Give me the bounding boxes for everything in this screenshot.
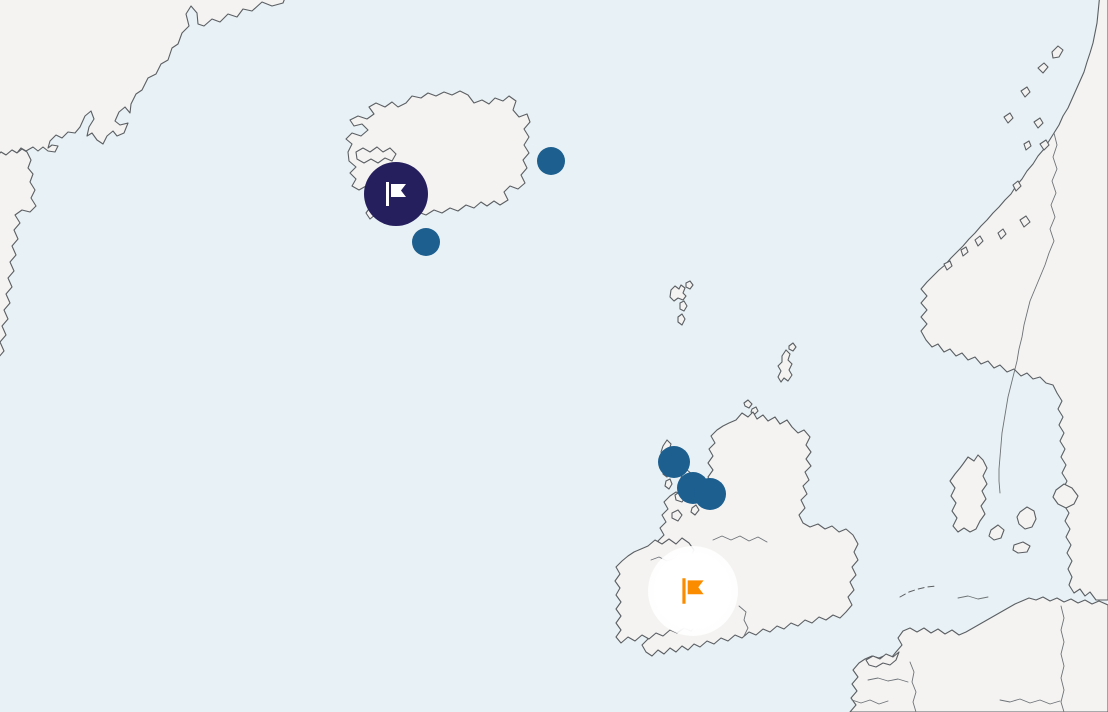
location-dot-scotland-central[interactable] [694,478,726,510]
border-belgium-france [851,699,889,705]
border-norway-sweden [998,132,1058,494]
border-germany-czech [999,698,1061,705]
wadden-dashed-line [899,585,937,598]
location-dot-iceland-east[interactable] [537,147,565,175]
landmass-norway-island-h [1019,215,1031,228]
location-dot-scotland-north[interactable] [658,446,690,478]
iceland-flag-marker[interactable] [364,162,428,226]
border-belgium-netherlands [867,677,909,683]
landmass-norway-island-k [960,246,969,257]
border-germany-poland [1060,605,1065,712]
landmass-outer-hebrides-south [664,478,673,490]
landmass-norway-island-b [1020,86,1031,98]
landmass-netherlands-coast [865,651,900,668]
landmass-faroe-south [677,313,686,326]
border-uk-wales [738,605,749,637]
landmass-norway-island-j [974,235,984,247]
landmass-norway-island-a [1037,62,1049,74]
landmass-denmark-lolland [1012,541,1031,554]
landmass-norway-island-e [1039,139,1050,151]
landmass-islay [671,509,683,522]
flag-icon [676,574,710,608]
landmass-norway-island-g [1012,180,1022,192]
ireland-flag-marker[interactable] [660,558,726,624]
landmass-faroe-mid [679,300,688,312]
landmass-orkney [743,399,753,409]
border-netherlands-germany [909,661,917,712]
landmass-northern-europe [849,596,1108,712]
landmass-greenland-south [0,148,37,357]
landmass-lofoten [1051,45,1064,59]
landmass-iceland-westfjords [355,146,397,164]
landmass-denmark-funen [988,524,1005,541]
landmass-norway-island-f [1023,140,1032,151]
landmass-norway-island-d [1033,117,1044,129]
landmass-shetland [777,349,793,383]
location-dot-iceland-south[interactable] [412,228,440,256]
flag-icon [380,178,412,210]
landmass-sweden-south [1052,483,1079,509]
landmass-norway-island-c [1003,112,1014,124]
landmass-shetland-north [788,342,797,352]
landmass-denmark-jutland [949,454,988,533]
landmass-arran [690,504,700,516]
landmass-faroe-east [685,280,694,290]
landmass-denmark-zealand [1016,506,1037,530]
landmass-faroe-north [669,284,687,302]
landmass-norway-island-l [943,260,953,271]
landmass-greenland [0,0,285,156]
border-germany-denmark [957,595,989,600]
landmass-norway-island-i [997,228,1007,240]
border-uk-scotland-england [712,535,768,543]
